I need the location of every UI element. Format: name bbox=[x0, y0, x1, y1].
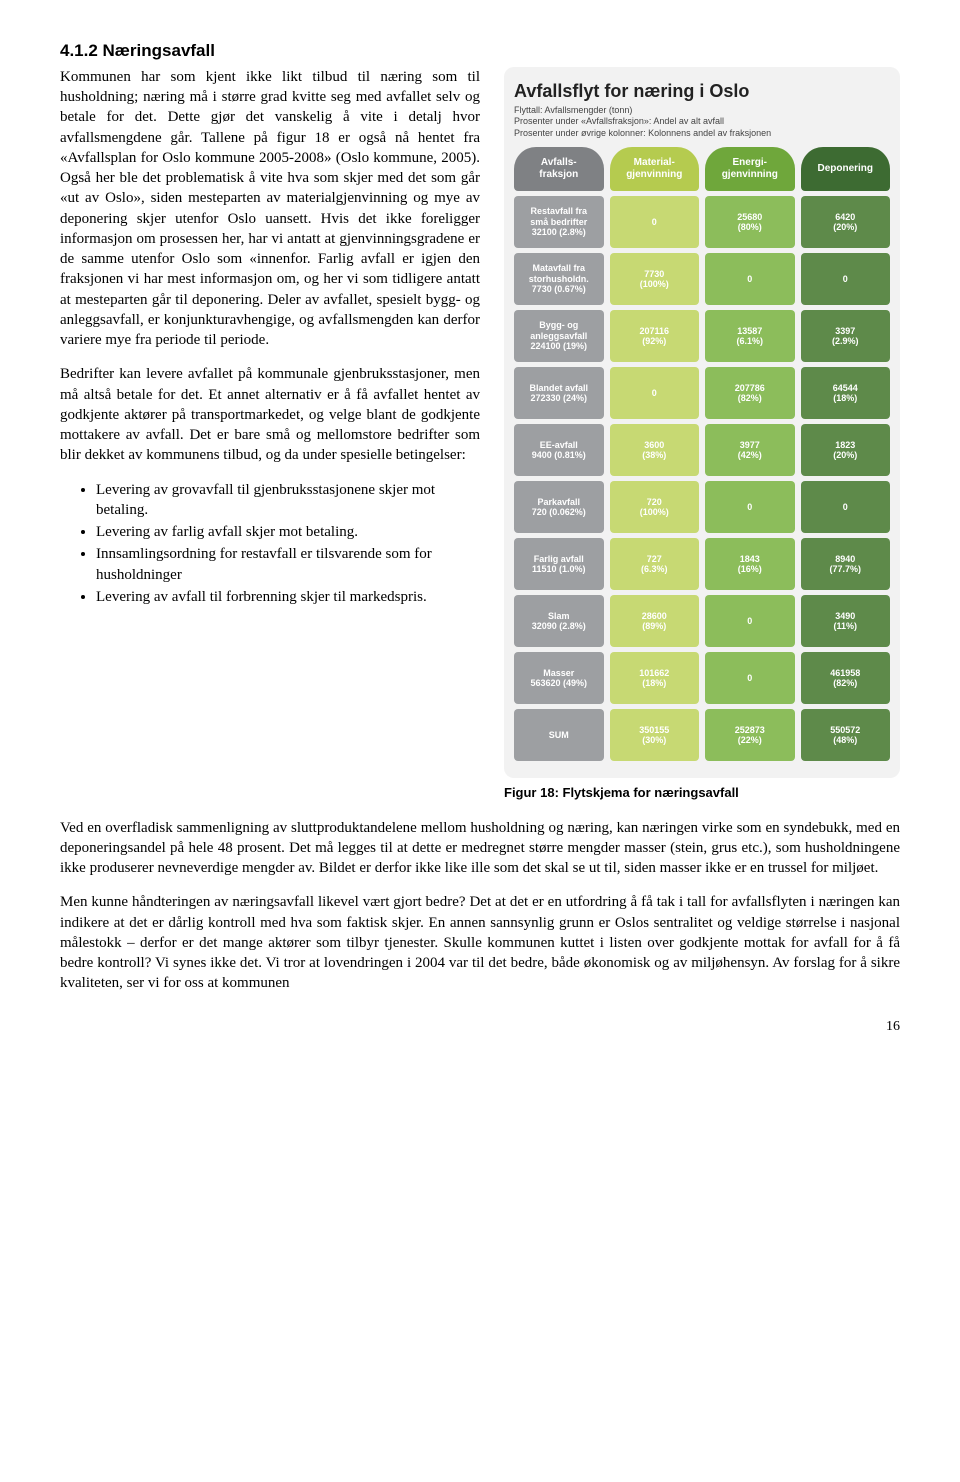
chart-subtitle-line1: Flyttall: Avfallsmengder (tonn) bbox=[514, 105, 632, 115]
chart-cell: Masser 563620 (49%) bbox=[514, 652, 604, 704]
chart-cell: 3977 (42%) bbox=[705, 424, 795, 476]
left-column: Kommunen har som kjent ikke likt tilbud … bbox=[60, 67, 480, 621]
chart-title: Avfallsflyt for næring i Oslo bbox=[514, 79, 890, 103]
chart-cell: 1823 (20%) bbox=[801, 424, 891, 476]
chart-cell: 13587 (6.1%) bbox=[705, 310, 795, 362]
waste-flow-chart: Avfallsflyt for næring i Oslo Flyttall: … bbox=[504, 67, 900, 778]
chart-cell: Matavfall fra storhusholdn. 7730 (0.67%) bbox=[514, 253, 604, 305]
chart-cell: 8940 (77.7%) bbox=[801, 538, 891, 590]
paragraph-1: Kommunen har som kjent ikke likt tilbud … bbox=[60, 67, 480, 351]
full-width-text: Ved en overfladisk sammenligning av slut… bbox=[60, 818, 900, 994]
chart-header-cell: Avfalls- fraksjon bbox=[514, 147, 604, 191]
chart-data-row: Blandet avfall 272330 (24%)0207786 (82%)… bbox=[514, 367, 890, 419]
chart-cell: 101662 (18%) bbox=[610, 652, 700, 704]
two-column-layout: Kommunen har som kjent ikke likt tilbud … bbox=[60, 67, 900, 802]
chart-cell: 3600 (38%) bbox=[610, 424, 700, 476]
paragraph-3: Ved en overfladisk sammenligning av slut… bbox=[60, 818, 900, 879]
bullet-1: Levering av grovavfall til gjenbruksstas… bbox=[96, 480, 480, 521]
paragraph-4: Men kunne håndteringen av næringsavfall … bbox=[60, 892, 900, 993]
chart-cell: 461958 (82%) bbox=[801, 652, 891, 704]
chart-header-cell: Material- gjenvinning bbox=[610, 147, 700, 191]
chart-cell: 3490 (11%) bbox=[801, 595, 891, 647]
chart-data-row: Masser 563620 (49%)101662 (18%)0461958 (… bbox=[514, 652, 890, 704]
chart-cell: Parkavfall 720 (0.062%) bbox=[514, 481, 604, 533]
chart-cell: 28600 (89%) bbox=[610, 595, 700, 647]
chart-cell: Bygg- og anleggsavfall 224100 (19%) bbox=[514, 310, 604, 362]
chart-cell: SUM bbox=[514, 709, 604, 761]
figure-caption: Figur 18: Flytskjema for næringsavfall bbox=[504, 784, 900, 802]
chart-cell: 0 bbox=[610, 367, 700, 419]
chart-cell: Slam 32090 (2.8%) bbox=[514, 595, 604, 647]
chart-cell: 350155 (30%) bbox=[610, 709, 700, 761]
chart-header-row: Avfalls- fraksjonMaterial- gjenvinningEn… bbox=[514, 147, 890, 191]
chart-cell: Farlig avfall 11510 (1.0%) bbox=[514, 538, 604, 590]
bullet-2: Levering av farlig avfall skjer mot beta… bbox=[96, 522, 480, 542]
chart-cell: 25680 (80%) bbox=[705, 196, 795, 248]
chart-cell: 64544 (18%) bbox=[801, 367, 891, 419]
chart-cell: Blandet avfall 272330 (24%) bbox=[514, 367, 604, 419]
chart-cell: 207786 (82%) bbox=[705, 367, 795, 419]
chart-data-row: Slam 32090 (2.8%)28600 (89%)03490 (11%) bbox=[514, 595, 890, 647]
chart-cell: 727 (6.3%) bbox=[610, 538, 700, 590]
chart-cell: 1843 (16%) bbox=[705, 538, 795, 590]
chart-cell: 207116 (92%) bbox=[610, 310, 700, 362]
chart-cell: 550572 (48%) bbox=[801, 709, 891, 761]
page-number: 16 bbox=[60, 1018, 900, 1037]
chart-data-row: Farlig avfall 11510 (1.0%)727 (6.3%)1843… bbox=[514, 538, 890, 590]
chart-data-row: Restavfall fra små bedrifter 32100 (2.8%… bbox=[514, 196, 890, 248]
chart-cell: 7730 (100%) bbox=[610, 253, 700, 305]
chart-cell: Restavfall fra små bedrifter 32100 (2.8%… bbox=[514, 196, 604, 248]
chart-data-row: Matavfall fra storhusholdn. 7730 (0.67%)… bbox=[514, 253, 890, 305]
section-heading: 4.1.2 Næringsavfall bbox=[60, 40, 900, 63]
chart-cell: EE-avfall 9400 (0.81%) bbox=[514, 424, 604, 476]
chart-cell: 720 (100%) bbox=[610, 481, 700, 533]
bullet-list: Levering av grovavfall til gjenbruksstas… bbox=[96, 480, 480, 608]
bullet-4: Levering av avfall til forbrenning skjer… bbox=[96, 587, 480, 607]
chart-grid: Avfalls- fraksjonMaterial- gjenvinningEn… bbox=[514, 147, 890, 761]
chart-data-row: SUM350155 (30%)252873 (22%)550572 (48%) bbox=[514, 709, 890, 761]
chart-data-row: EE-avfall 9400 (0.81%)3600 (38%)3977 (42… bbox=[514, 424, 890, 476]
right-column: Avfallsflyt for næring i Oslo Flyttall: … bbox=[504, 67, 900, 802]
chart-cell: 6420 (20%) bbox=[801, 196, 891, 248]
chart-cell: 0 bbox=[705, 652, 795, 704]
chart-cell: 3397 (2.9%) bbox=[801, 310, 891, 362]
chart-cell: 252873 (22%) bbox=[705, 709, 795, 761]
chart-cell: 0 bbox=[705, 253, 795, 305]
chart-cell: 0 bbox=[705, 595, 795, 647]
paragraph-2: Bedrifter kan levere avfallet på kommuna… bbox=[60, 364, 480, 465]
chart-data-row: Parkavfall 720 (0.062%)720 (100%)00 bbox=[514, 481, 890, 533]
chart-header-cell: Energi- gjenvinning bbox=[705, 147, 795, 191]
chart-subtitle-line3: Prosenter under øvrige kolonner: Kolonne… bbox=[514, 128, 771, 138]
chart-cell: 0 bbox=[801, 481, 891, 533]
chart-data-row: Bygg- og anleggsavfall 224100 (19%)20711… bbox=[514, 310, 890, 362]
chart-cell: 0 bbox=[801, 253, 891, 305]
chart-subtitle: Flyttall: Avfallsmengder (tonn) Prosente… bbox=[514, 105, 890, 139]
chart-cell: 0 bbox=[610, 196, 700, 248]
bullet-3: Innsamlingsordning for restavfall er til… bbox=[96, 544, 480, 585]
chart-subtitle-line2: Prosenter under «Avfallsfraksjon»: Andel… bbox=[514, 116, 724, 126]
chart-cell: 0 bbox=[705, 481, 795, 533]
chart-header-cell: Deponering bbox=[801, 147, 891, 191]
